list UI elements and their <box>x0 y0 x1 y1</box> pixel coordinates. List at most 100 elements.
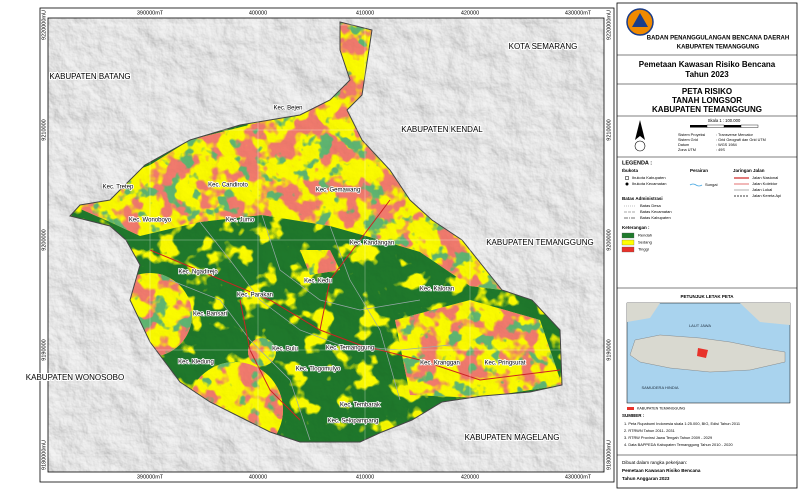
x-coord-label: 390000mT <box>137 10 164 16</box>
legend-title: LEGENDA : <box>622 160 652 166</box>
district-label: Kec. Kaloran <box>420 287 454 293</box>
region-label: KABUPATEN MAGELANG <box>465 433 560 442</box>
region-label: KOTA SEMARANG <box>509 42 578 51</box>
projection-label: Sistem Proyeksi <box>678 133 705 137</box>
district-label: Kec. Candiroto <box>208 183 248 189</box>
y-coord-label: 9180000mU <box>606 440 612 470</box>
y-coord-label: 9220000mU <box>606 10 612 40</box>
scale-bar <box>690 124 759 128</box>
inset-land <box>627 303 660 322</box>
district-label: Kec. Wonoboyo <box>129 218 172 224</box>
x-coord-label: 410000 <box>356 10 374 16</box>
scale-text: Skala 1 : 100.000 <box>708 118 741 123</box>
scale-segment <box>740 124 759 128</box>
project-title: Pemetaan Kawasan Risiko Bencana <box>639 60 776 69</box>
legend-item: Jalan Kereta Api <box>752 193 781 198</box>
legend-item: Tinggi <box>638 247 649 252</box>
region-label: KABUPATEN WONOSOBO <box>26 373 124 382</box>
source-item: 2. RTRWN Tahun 2011- 2031 <box>624 428 675 433</box>
district-label: Kec. Tretep <box>103 185 134 191</box>
legend-item: Ibukota Kabupaten <box>632 175 666 180</box>
footer-text: Dibuat dalam rangka pekerjaan: <box>622 460 687 465</box>
x-coord-label: 420000 <box>461 474 479 480</box>
source-item: 4. Data BAPPEDA Kabupaten Temanggung Tah… <box>624 442 733 447</box>
y-coord-label: 9210000 <box>606 119 612 140</box>
regency-boundary <box>69 21 563 443</box>
inset-map <box>626 302 791 404</box>
arrow <box>635 120 645 140</box>
projection-value: : Transverse Mercator <box>716 133 754 137</box>
y-coord-label: 9180000mU <box>41 440 47 470</box>
district-label: Kec. Temanggung <box>326 346 374 352</box>
y-coord-label: 9200000 <box>41 229 47 250</box>
legend-group-title: Perairan <box>690 168 708 173</box>
footer-text: Tahun Anggaran 2023 <box>622 476 670 481</box>
project-year: Tahun 2023 <box>685 70 729 79</box>
x-coord-label: 430000mT <box>565 10 592 16</box>
map-title: PETA RISIKO <box>682 87 732 96</box>
scale-segment <box>706 124 725 128</box>
district-label: Kec. Kedu <box>304 279 332 285</box>
legend-item: Ibukota Kecamatan <box>632 181 666 186</box>
map-title: TANAH LONGSOR <box>672 96 742 105</box>
inset-key-swatch <box>627 407 634 410</box>
x-coord-label: 430000mT <box>565 474 592 480</box>
scale-segment <box>690 125 707 128</box>
district-label: Kec. Kandangan <box>350 241 394 247</box>
inset-label: SAMUDERA HINDIA <box>641 385 678 390</box>
panel-dividers <box>617 54 797 456</box>
footer-text: Pemetaan Kawasan Risiko Bencana <box>622 468 701 473</box>
district-label: Kec. Ngadirejo <box>178 270 218 276</box>
x-coord-label: 410000 <box>356 474 374 480</box>
projection-value: : 49S <box>716 148 725 152</box>
district-label: Kec. Kledung <box>178 360 214 366</box>
boundary <box>169 279 311 441</box>
y-coord-label: 9210000 <box>41 119 47 140</box>
y-coord-label: 9200000 <box>606 229 612 250</box>
legend-group-title: Batas Administrasi <box>622 196 663 201</box>
legend-symbol <box>625 182 629 186</box>
district-label: Kec. Kranggan <box>420 361 460 367</box>
regency-name: KABUPATEN TEMANGGUNG <box>677 45 760 51</box>
district-label: Kec. Parakan <box>237 293 273 299</box>
legend-item: Jalan Nasional <box>752 175 778 180</box>
agency-name: BADAN PENANGGULANGAN BENCANA DAERAH <box>647 36 789 42</box>
logo-triangle <box>632 13 648 27</box>
road <box>319 199 391 331</box>
legend-item: Rendah <box>638 233 652 238</box>
map-neatline <box>47 17 605 473</box>
legend-item: Batas Kabupaten <box>640 215 671 220</box>
legend-symbol <box>689 183 703 187</box>
district-label: Kec. Bulu <box>272 347 298 353</box>
legend-group-title: Jaringan Jalan <box>733 168 765 173</box>
y-coord-label: 9190000 <box>606 339 612 360</box>
legend-swatch <box>621 232 635 239</box>
legend-group-title: Ibukota <box>622 168 638 173</box>
inset-title: PETUNJUK LETAK PETA <box>680 294 734 299</box>
grid <box>48 18 604 472</box>
scale-segment <box>724 125 741 128</box>
region-label: KABUPATEN KENDAL <box>401 125 483 134</box>
legend-item: Sungai <box>705 182 718 187</box>
legend-item: Batas Desa <box>640 203 661 208</box>
sources-title: SUMBER : <box>622 413 645 418</box>
arrow-ring <box>634 140 646 152</box>
legend-item: Jalan Lokal <box>752 187 772 192</box>
district-label: Kec. Selopampang <box>328 419 379 425</box>
district-label: Kec. Tembarak <box>340 403 381 409</box>
projection-label: Sistem Grid <box>678 138 698 142</box>
legend-item: Sedang <box>638 240 652 245</box>
road <box>239 299 301 421</box>
inset-land <box>740 303 790 325</box>
projection-label: Datum <box>678 143 689 147</box>
x-coord-label: 400000 <box>249 10 267 16</box>
legend-item: Batas Kecamatan <box>640 209 672 214</box>
boundary <box>261 214 421 311</box>
y-coord-label: 9190000 <box>41 339 47 360</box>
projection-label: Zona UTM <box>678 148 696 152</box>
district-label: Kec. Jumo <box>226 218 255 224</box>
district-label: Kec. Gemawang <box>316 188 360 194</box>
inset-label: LAUT JAWA <box>689 323 711 328</box>
